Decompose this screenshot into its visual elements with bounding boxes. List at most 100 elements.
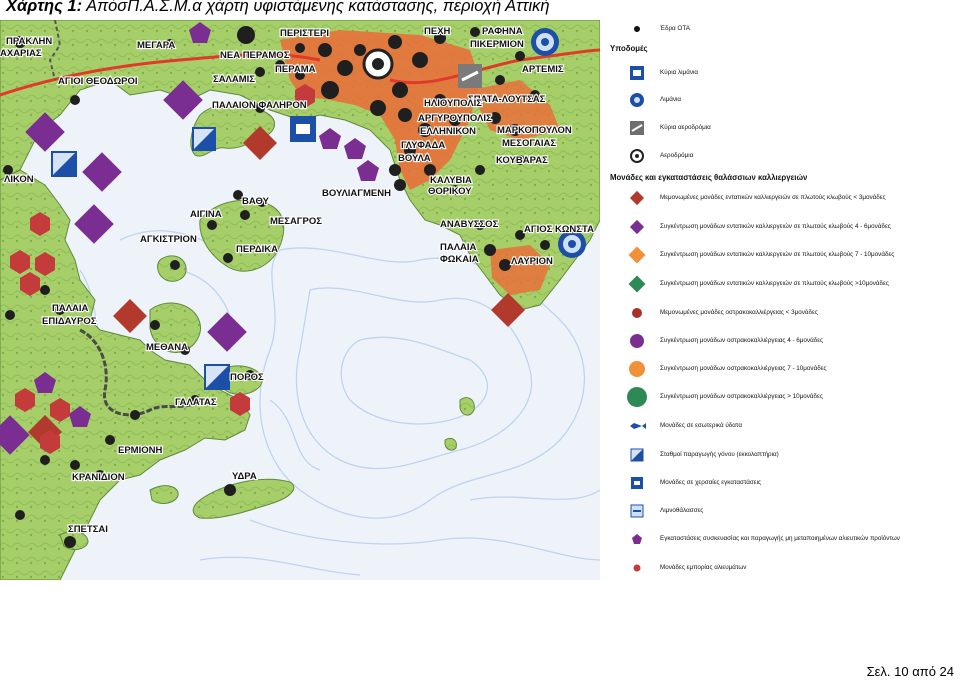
marker-pentagon-purple — [189, 22, 211, 43]
place-label: ΑΓΙΟΙ ΘΕΟΔΩΡΟΙ — [58, 76, 138, 87]
place-label: ΕΠΙΔΑΥΡΟΣ — [42, 316, 97, 327]
legend-item: Συγκέντρωση μονάδων εντατικών καλλιεργει… — [626, 219, 935, 235]
legend-item: Μονάδες σε εσωτερικά ύδατα — [626, 418, 935, 434]
place-label: ΑΓΚΙΣΤΡΙΟΝ — [140, 234, 197, 245]
main-port-icon — [626, 65, 648, 81]
title-text: ΑπόσΠ.Α.Σ.Μ.α χάρτη υφιστάμενης κατάστασ… — [82, 0, 550, 15]
diamond-red-icon — [626, 190, 648, 206]
place-label: ΠΑΛΑΙΑ — [440, 242, 477, 253]
legend-item: Σταθμοί παραγωγής γόνου (εκκολαπτήρια) — [626, 447, 935, 463]
legend-label: Μεμονωμένες μονάδες οστρακοκαλλιέργειας … — [660, 309, 818, 316]
place-label: ΝΕΑ ΠΕΡΑΜΟΣ — [220, 50, 290, 61]
islet — [444, 437, 457, 451]
place-labels: ΠΡΑΚΛΗΝ ΑΧΑΡΙΑΣ ΜΕΓΑΡΑ ΝΕΑ ΠΕΡΑΜΟΣ ΠΕΡΙΣ… — [0, 25, 595, 536]
diamond-green-icon — [626, 275, 648, 293]
marker-pentagon-purple — [319, 128, 341, 149]
page-title: Χάρτης 1: ΑπόσΠ.Α.Σ.Μ.α χάρτη υφιστάμενη… — [6, 0, 550, 16]
marker-pentagon-purple — [344, 138, 366, 159]
legend-item: Συγκέντρωση μονάδων οστρακοκαλλιέργειας … — [626, 387, 935, 407]
place-label: ΕΡΜΙΟΝΗ — [118, 445, 162, 456]
marker-port — [531, 28, 559, 56]
place-label: ΠΟΡΟΣ — [230, 372, 264, 383]
legend-label: Σταθμοί παραγωγής γόνου (εκκολαπτήρια) — [660, 451, 779, 458]
marker-hex-red — [230, 392, 250, 416]
legend-label: Λιμνοθάλασσες — [660, 507, 704, 514]
hatchery-icon — [626, 447, 648, 463]
place-label: ΚΡΑΝΙΔΙΟΝ — [72, 472, 125, 483]
legend-panel: Έδρα ΟΤΑ Υποδομές Κύρια λιμάνια Λιμάνια … — [606, 20, 958, 580]
place-label: ΦΩΚΑΙΑ — [440, 254, 479, 265]
legend-item: Κύρια αεροδρόμια — [626, 120, 935, 136]
main-roads — [0, 48, 600, 97]
place-label: ΜΕΘΑΝΑ — [146, 342, 188, 353]
circle-green-icon — [626, 387, 648, 407]
pentagon-purple-icon — [626, 531, 648, 547]
legend-label: Κύρια αεροδρόμια — [660, 124, 711, 131]
place-label: ΜΕΣΑΓΡΟΣ — [270, 216, 322, 227]
legend-label: Συγκέντρωση μονάδων οστρακοκαλλιέργειας … — [660, 337, 824, 344]
marker-diamond-purple — [82, 152, 122, 192]
place-label: ΒΟΥΛΑ — [398, 153, 431, 164]
place-label: ΠΕΧΗ — [424, 26, 451, 37]
marker-port — [558, 230, 586, 258]
marker-main-airport — [458, 64, 482, 88]
place-label: ΠΕΡΔΙΚΑ — [236, 244, 278, 255]
map-canvas: ΠΡΑΚΛΗΝ ΑΧΑΡΙΑΣ ΜΕΓΑΡΑ ΝΕΑ ΠΕΡΑΜΟΣ ΠΕΡΙΣ… — [0, 20, 600, 580]
legend-label: Μονάδες σε χερσαίες εγκαταστάσεις — [660, 479, 762, 486]
legend-label: Λιμάνια — [660, 96, 682, 103]
place-label: ΚΑΛΥΒΙΑ — [430, 175, 472, 186]
legend-item: Λιμάνια — [626, 92, 935, 108]
place-label: ΛΙΚΟΝ — [4, 174, 34, 185]
marker-pentagon-purple — [34, 372, 56, 393]
ota-seat-dots — [3, 26, 550, 548]
boundary-line — [79, 328, 201, 417]
legend-item: Συγκέντρωση μονάδων οστρακοκαλλιέργειας … — [626, 333, 935, 349]
place-label: ΒΑΘΥ — [242, 196, 270, 207]
legend-item: Συγκέντρωση μονάδων εντατικών καλλιεργει… — [626, 275, 935, 293]
place-label: ΣΠΑΤΑ-ΛΟΥΤΣΑΣ — [468, 94, 546, 105]
dot-red-icon — [626, 560, 648, 576]
legend-label: Εγκαταστάσεις συσκευασίας και παραγωγής … — [660, 535, 900, 542]
marker-hex-red — [295, 84, 315, 108]
place-label: ΓΛΥΦΑΔΑ — [401, 140, 445, 151]
legend-label: Συγκέντρωση μονάδων οστρακοκαλλιέργειας … — [660, 365, 827, 372]
place-label: ΑΙΓΙΝΑ — [190, 209, 222, 220]
legend-label: Μονάδες εμπορίας αλιευμάτων — [660, 564, 747, 571]
marker-hex-red — [10, 250, 30, 274]
legend-label: Συγκέντρωση μονάδων οστρακοκαλλιέργειας … — [660, 393, 823, 400]
legend-item: Λιμνοθάλασσες — [626, 503, 935, 519]
place-label: ΠΕΡΙΣΤΕΡΙ — [280, 28, 329, 39]
place-label: ΗΛΙΟΥΠΟΛΙΣ — [424, 98, 482, 109]
place-label: ΜΕΣΟΓΑΙΑΣ — [502, 138, 556, 149]
legend-label: Συγκέντρωση μονάδων εντατικών καλλιεργει… — [660, 251, 895, 258]
place-label: ΜΑΡΚΟΠΟΥΛΟΝ — [497, 125, 572, 136]
legend-label: Μονάδες σε εσωτερικά ύδατα — [660, 422, 742, 429]
port-icon — [626, 92, 648, 108]
place-label: ΠΕΡΑΜΑ — [275, 64, 316, 75]
legend-item: Εγκαταστάσεις συσκευασίας και παραγωγής … — [626, 531, 935, 547]
diamond-purple-icon — [626, 219, 648, 235]
legend-label: Συγκέντρωση μονάδων εντατικών καλλιεργει… — [660, 223, 891, 230]
map-area: ΠΡΑΚΛΗΝ ΑΧΑΡΙΑΣ ΜΕΓΑΡΑ ΝΕΑ ΠΕΡΑΜΟΣ ΠΕΡΙΣ… — [0, 20, 600, 580]
place-label: ΠΑΛΑΙΟΝ ΦΑΛΗΡΟΝ — [212, 100, 307, 111]
airport-icon — [626, 148, 648, 164]
legend-heading-aqua: Μονάδες και εγκαταστάσεις θαλάσσιων καλλ… — [610, 173, 808, 182]
marker-pentagon-purple — [69, 406, 91, 427]
legend-label: Έδρα ΟΤΑ — [660, 25, 690, 32]
place-label: ΣΑΛΑΜΙΣ — [213, 74, 255, 85]
marker-hatchery — [192, 127, 216, 151]
place-label: ΘΟΡΙΚΟΥ — [428, 186, 472, 197]
dokos-island — [149, 485, 179, 504]
legend-item: Μονάδες σε χερσαίες εγκαταστάσεις — [626, 475, 935, 491]
hydra-island — [192, 478, 295, 519]
place-label: ΑΡΤΕΜΙΣ — [522, 64, 564, 75]
seat-dot-icon — [626, 21, 648, 37]
lavrio-urban — [490, 245, 550, 295]
legend-item: Κύρια λιμάνια — [626, 65, 935, 81]
marker-hatchery — [204, 364, 230, 390]
place-label: ΥΔΡΑ — [232, 471, 257, 482]
circle-purple-icon — [626, 333, 648, 349]
main-airport-icon — [626, 120, 648, 136]
legend-item: Συγκέντρωση μονάδων οστρακοκαλλιέργειας … — [626, 361, 935, 377]
place-label: ΓΑΛΑΤΑΣ — [175, 397, 217, 408]
